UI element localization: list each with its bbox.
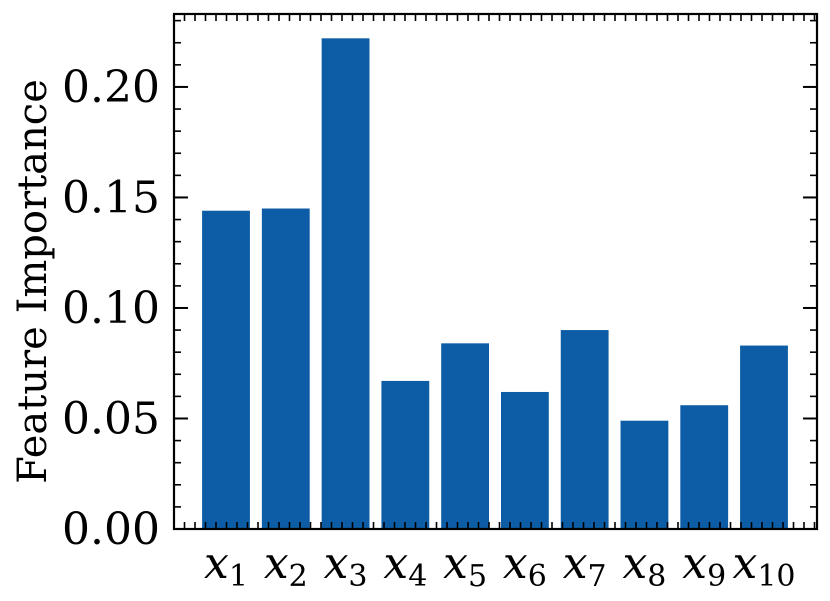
x-tick-label: x1 — [204, 538, 248, 594]
y-axis-label: Feature Importance — [10, 79, 56, 484]
x-tick-label: x2 — [264, 538, 308, 594]
bar-x9 — [680, 405, 729, 529]
x-tick-label: x5 — [443, 538, 487, 594]
bar-x3 — [321, 38, 370, 530]
y-tick-label: 0.05 — [62, 393, 160, 444]
bar-x4 — [381, 380, 430, 529]
bar-x2 — [261, 208, 310, 529]
plot-frame — [172, 12, 819, 531]
x-tick-label: x4 — [383, 538, 427, 594]
x-tick-label: x10 — [732, 538, 795, 594]
bar-x10 — [740, 345, 788, 529]
x-tick-label: x9 — [682, 538, 726, 594]
x-tick-label: x7 — [563, 538, 607, 594]
y-tick-label: 0.15 — [62, 172, 160, 223]
bar-x7 — [560, 330, 609, 529]
bars-group — [202, 38, 788, 530]
x-tick-label: x8 — [622, 538, 666, 594]
y-tick-label: 0.00 — [62, 504, 160, 555]
bar-x1 — [202, 210, 250, 529]
x-tick-labels: x1 x2 x3 x4 x5 x6 x7 x8 x9 x10 — [204, 538, 795, 594]
ticks-group — [174, 14, 817, 530]
y-tick-label: 0.20 — [62, 62, 160, 113]
bar-x8 — [620, 420, 669, 529]
y-tick-labels: 0.00 0.05 0.10 0.15 0.20 — [62, 62, 160, 555]
bar-x6 — [500, 391, 549, 529]
bar-x5 — [441, 343, 490, 529]
y-tick-label: 0.10 — [62, 283, 160, 334]
x-tick-label: x6 — [503, 538, 547, 594]
x-tick-label: x3 — [324, 538, 368, 594]
